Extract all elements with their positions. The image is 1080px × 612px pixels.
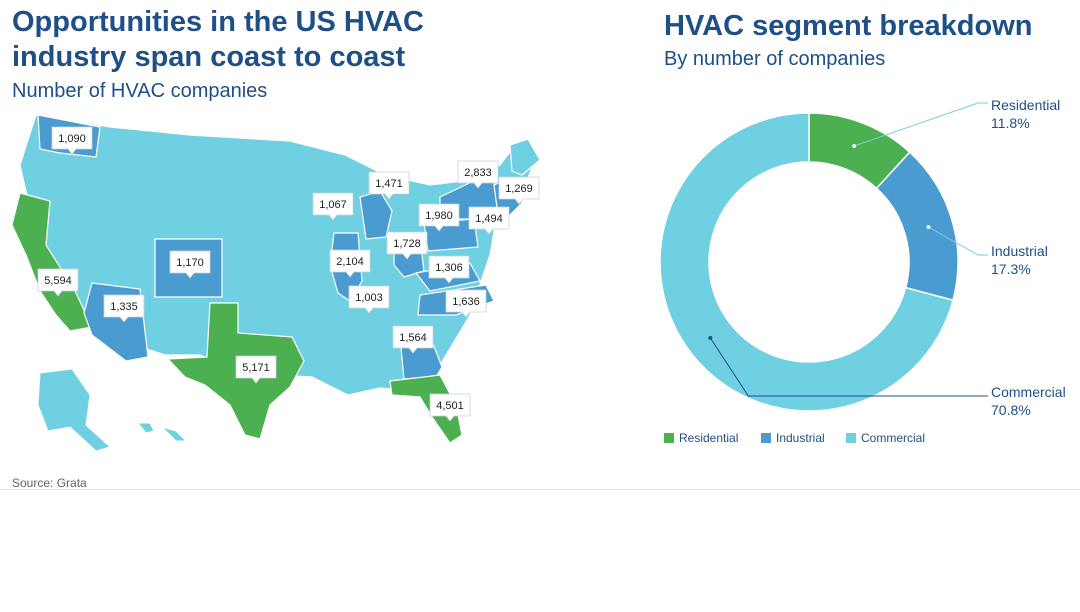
map-callout: 1,269 [498,176,540,205]
legend-residential: Residential [664,431,738,445]
map-value-label: 2,833 [464,167,492,179]
source-note: Source: Grata [12,476,87,490]
state-hawaii [136,422,188,442]
map-value-labels: 1,090 5,594 1,335 1,170 5,171 1,067 1,471 2,104… [37,126,540,422]
callout-box [348,285,390,314]
state-florida [389,374,463,444]
state-alaska [37,368,111,452]
map-value-label: 5,171 [242,362,270,374]
segment-donut-chart [660,102,988,412]
map-callout: 1,306 [428,255,470,284]
map-callout: 1,170 [169,250,211,279]
map-value-label: 1,306 [435,262,463,274]
leader-dot-commercial [708,335,713,340]
callout-box [37,268,79,297]
donut-leader-lines [708,102,988,397]
map-value-label: 4,501 [436,400,464,412]
label-industrial: Industrial 17.3% [991,242,1048,278]
label-residential: Residential 11.8% [991,96,1060,132]
infographic-panel: Opportunities in the US HVAC industry sp… [0,6,1080,490]
callout-box [386,231,428,260]
label-industrial-name: Industrial [991,243,1048,259]
map-callout: 5,171 [235,355,277,384]
label-residential-value: 11.8% [991,115,1030,131]
map-callout: 1,564 [392,325,434,354]
callout-box [51,126,93,155]
donut-slices [660,112,959,412]
callout-box [468,206,510,235]
leader-dot-residential [852,143,857,148]
callout-box [368,171,410,200]
map-callout: 2,104 [329,249,371,278]
callout-box [428,255,470,284]
map-value-label: 1,090 [58,133,86,145]
legend-label-commercial: Commercial [861,431,926,445]
callout-box [429,393,471,422]
map-value-label: 1,471 [375,178,403,190]
callout-box [329,249,371,278]
us-map: 1,090 5,594 1,335 1,170 5,171 1,067 1,471 2,104… [11,114,540,452]
label-commercial-value: 70.8% [991,402,1031,418]
legend-label-industrial: Industrial [776,431,825,445]
label-commercial: Commercial 70.8% [991,383,1066,419]
label-commercial-name: Commercial [991,384,1066,400]
callout-box [103,294,145,323]
map-value-label: 2,104 [336,256,364,268]
map-value-label: 1,564 [399,332,427,344]
state-maine [509,138,540,176]
donut-slice-industrial [875,151,959,302]
callout-box [312,192,354,221]
legend-label-residential: Residential [679,431,739,445]
leader-line-commercial [709,337,988,397]
map-value-label: 1,335 [110,301,138,313]
map-callout: 1,090 [51,126,93,155]
state-california [11,192,93,332]
map-callout: 1,636 [445,289,487,318]
map-value-label: 1,067 [319,199,347,211]
legend-industrial: Industrial [761,431,825,445]
map-callout: 1,494 [468,206,510,235]
callout-box [445,289,487,318]
map-callout: 1,335 [103,294,145,323]
label-residential-name: Residential [991,97,1061,113]
map-subtitle: Number of HVAC companies [12,80,268,102]
map-value-label: 1,980 [425,210,453,222]
map-value-label: 1,636 [452,296,480,308]
donut-slice-commercial [660,112,954,412]
leader-dot-industrial [926,225,931,230]
map-callout: 1,471 [368,171,410,200]
leader-line-industrial [928,226,988,256]
map-value-label: 1,170 [176,257,204,269]
legend-swatch-commercial [846,433,856,443]
callout-box [457,160,499,189]
callout-box [418,203,460,232]
map-value-label: 5,594 [44,275,72,287]
leader-line-residential [853,102,988,147]
map-callout: 1,728 [386,231,428,260]
legend-swatch-residential [664,433,674,443]
label-industrial-value: 17.3% [991,261,1031,277]
map-value-label: 1,003 [355,292,383,304]
map-callout: 5,594 [37,268,79,297]
map-callout: 1,003 [348,285,390,314]
legend-commercial: Commercial [846,431,925,445]
donut-subtitle: By number of companies [664,48,886,70]
map-value-label: 1,494 [475,213,503,225]
callout-box [392,325,434,354]
callout-box [498,176,540,205]
map-callout: 2,833 [457,160,499,189]
map-value-label: 1,269 [505,183,533,195]
map-callout: 1,980 [418,203,460,232]
legend-swatch-industrial [761,433,771,443]
map-callout: 4,501 [429,393,471,422]
map-title: Opportunities in the US HVAC industry sp… [12,6,424,73]
map-value-label: 1,728 [393,238,421,250]
map-callout: 1,067 [312,192,354,221]
callout-box [169,250,211,279]
donut-title: HVAC segment breakdown [664,10,1033,42]
callout-box [235,355,277,384]
